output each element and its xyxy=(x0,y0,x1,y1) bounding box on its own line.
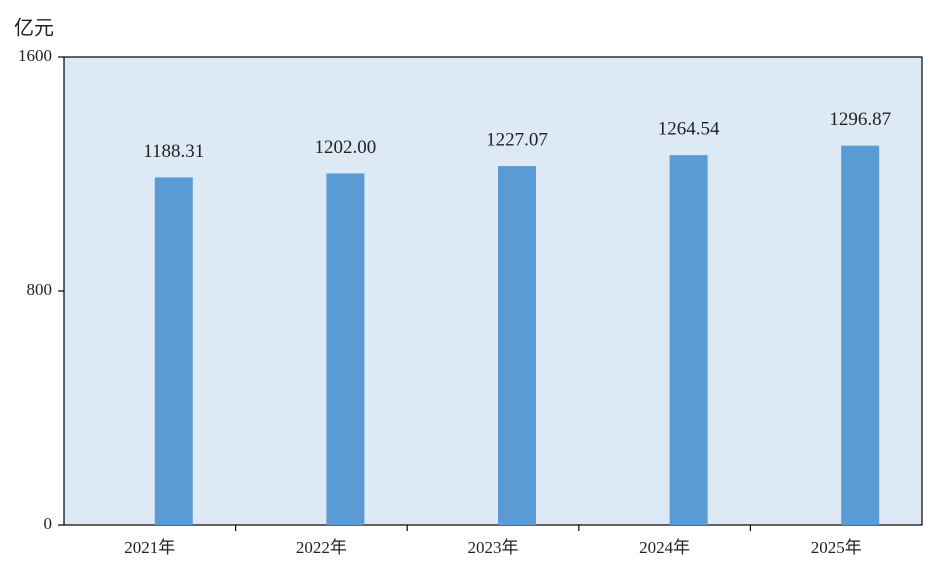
value-label: 1264.54 xyxy=(658,118,720,139)
bar xyxy=(498,166,536,525)
bar xyxy=(326,173,365,526)
value-label: 1227.07 xyxy=(486,129,548,150)
x-tick-label: 2022年 xyxy=(296,538,347,557)
plot-area xyxy=(63,56,923,526)
y-axis-label: 亿元 xyxy=(14,17,54,40)
value-label: 1296.87 xyxy=(829,109,891,130)
y-tick-label: 800 xyxy=(27,280,53,299)
value-label: 1202.00 xyxy=(315,137,377,158)
bar xyxy=(841,145,880,525)
y-tick-label: 0 xyxy=(44,514,53,533)
y-tick-label: 1600 xyxy=(18,46,52,65)
x-tick-label: 2025年 xyxy=(811,538,862,557)
value-label: 1188.31 xyxy=(143,141,204,162)
bar xyxy=(154,177,193,526)
x-tick-label: 2023年 xyxy=(468,538,519,557)
x-tick-label: 2024年 xyxy=(639,538,690,557)
x-tick-label: 2021年 xyxy=(124,538,175,557)
bar xyxy=(669,155,708,525)
